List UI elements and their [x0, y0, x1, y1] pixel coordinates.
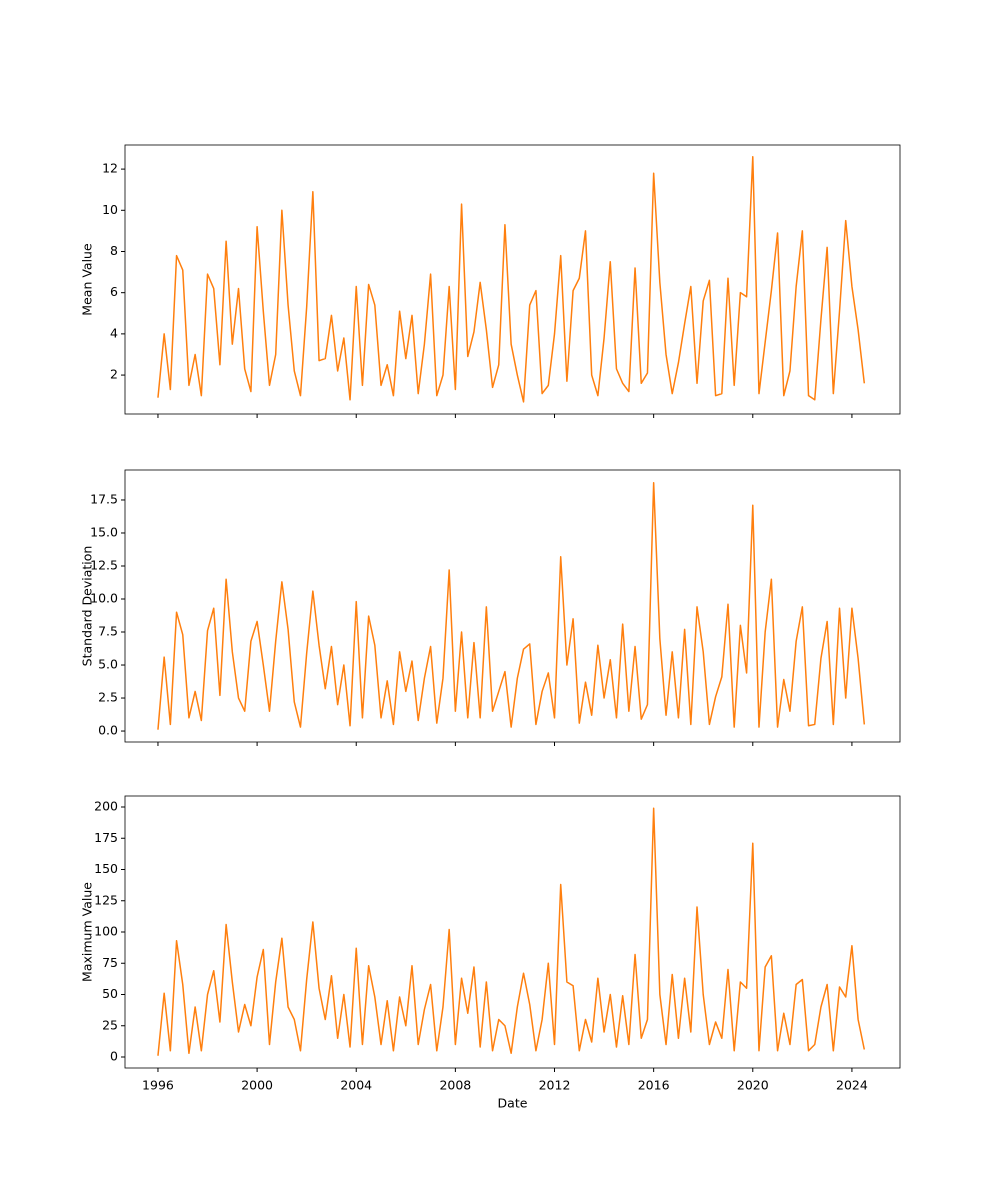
y-tick-label: 7.5 — [98, 624, 118, 639]
y-tick-label: 10.0 — [90, 591, 118, 606]
data-line — [157, 807, 866, 1056]
data-line — [157, 155, 866, 403]
y-tick-label: 5.0 — [98, 657, 118, 672]
x-tick-label: 2024 — [836, 1078, 868, 1093]
y-tick-label: 200 — [94, 799, 118, 814]
axes-frame — [124, 469, 901, 743]
x-axis-label: Date — [498, 1096, 528, 1111]
y-tick-label: 12.5 — [90, 557, 118, 572]
y-tick-label: 25 — [102, 1017, 118, 1032]
y-tick-label: 175 — [94, 830, 118, 845]
y-axis-label: Maximum Value — [80, 882, 95, 982]
y-tick-label: 10 — [102, 202, 118, 217]
y-tick-label: 0.0 — [98, 723, 118, 738]
y-tick-label: 2.5 — [98, 690, 118, 705]
x-tick-label: 2008 — [439, 1078, 471, 1093]
x-tick-label: 2016 — [638, 1078, 670, 1093]
y-tick-label: 17.5 — [90, 491, 118, 506]
y-tick-label: 125 — [94, 892, 118, 907]
y-tick-label: 15.0 — [90, 524, 118, 539]
y-tick-label: 4 — [110, 325, 118, 340]
y-tick-label: 12 — [102, 161, 118, 176]
y-tick-label: 75 — [102, 955, 118, 970]
x-tick-label: 2004 — [340, 1078, 372, 1093]
y-axis-label: Standard Deviation — [80, 546, 95, 667]
y-tick-label: 100 — [94, 924, 118, 939]
y-tick-label: 8 — [110, 243, 118, 258]
axes-frame — [124, 144, 901, 415]
x-tick-label: 1996 — [142, 1078, 174, 1093]
y-tick-label: 0 — [110, 1049, 118, 1064]
x-tick-label: 2012 — [539, 1078, 571, 1093]
axes-frame — [124, 795, 901, 1069]
y-tick-label: 50 — [102, 986, 118, 1001]
y-tick-label: 6 — [110, 284, 118, 299]
y-tick-label: 2 — [110, 367, 118, 382]
x-tick-label: 2020 — [737, 1078, 769, 1093]
data-line — [157, 482, 866, 730]
y-axis-label: Mean Value — [80, 243, 95, 316]
y-tick-label: 150 — [94, 861, 118, 876]
x-tick-label: 2000 — [241, 1078, 273, 1093]
